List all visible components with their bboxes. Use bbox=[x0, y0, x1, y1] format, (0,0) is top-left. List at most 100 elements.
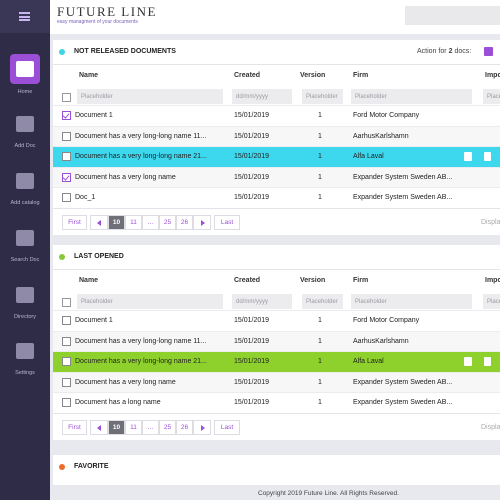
table-row[interactable]: Document has a long name 15/01/2019 1 Expan… bbox=[53, 392, 500, 413]
nav-label: Add catalog bbox=[10, 200, 40, 206]
cell-firm: AarhusKarlshamn bbox=[353, 337, 409, 345]
filter-input[interactable]: Placeholder bbox=[77, 89, 223, 104]
page-number[interactable]: 10 bbox=[108, 215, 125, 230]
table-row[interactable]: Document has a very long name 15/01/2019 1… bbox=[53, 166, 500, 188]
page-prev[interactable] bbox=[90, 215, 108, 230]
section-panel: NOT RELEASED DOCUMENTS Action for 2 docs: Na… bbox=[53, 40, 500, 235]
row-checkbox[interactable] bbox=[62, 152, 71, 162]
delete-icon[interactable] bbox=[484, 152, 491, 162]
row-checkbox[interactable] bbox=[62, 377, 71, 387]
nav-icon bbox=[16, 343, 34, 359]
nav-label: Add Doc bbox=[14, 143, 36, 149]
cell-created: 15/01/2019 bbox=[234, 317, 270, 324]
cell-created: 15/01/2019 bbox=[234, 194, 270, 202]
cell-name: Document has a very long name bbox=[75, 378, 176, 386]
page-number[interactable]: 26 bbox=[176, 215, 193, 230]
delete-icon[interactable] bbox=[484, 357, 491, 367]
cell-version: 1 bbox=[318, 153, 322, 161]
filter-placeholder: Placeholder bbox=[487, 299, 500, 305]
cell-name: Document has a very long-long name 21... bbox=[75, 358, 207, 366]
search-box[interactable] bbox=[405, 6, 500, 25]
column-header: Name bbox=[79, 277, 99, 284]
table-row[interactable]: Document has a very long-long name 11...… bbox=[53, 330, 500, 352]
nav-item[interactable]: Settings bbox=[0, 338, 50, 390]
checkmark bbox=[62, 173, 70, 181]
table-row[interactable]: Document has a very long-long name 11...… bbox=[53, 125, 500, 147]
action-button[interactable] bbox=[484, 47, 493, 56]
cell-name: Doc_1 bbox=[75, 194, 96, 202]
page-next[interactable] bbox=[193, 420, 211, 435]
page-number[interactable]: ... bbox=[142, 215, 159, 230]
filter-checkbox[interactable] bbox=[62, 93, 71, 102]
table-row[interactable]: Document has a very long-long name 21...… bbox=[53, 146, 500, 167]
menu-button[interactable] bbox=[0, 0, 50, 33]
filter-input[interactable]: Placeholder bbox=[351, 89, 472, 104]
row-checkbox[interactable] bbox=[62, 357, 71, 367]
nav-icon bbox=[16, 61, 34, 77]
row-checkbox[interactable] bbox=[62, 316, 71, 325]
filter-placeholder: Placeholder bbox=[355, 94, 387, 100]
column-header: Version bbox=[300, 277, 326, 284]
table-row[interactable]: Document has a very long-long name 21...… bbox=[53, 351, 500, 372]
cell-name: Document has a very long-long name 21... bbox=[75, 153, 207, 161]
page-number[interactable]: 11 bbox=[125, 420, 142, 435]
display-info: Displa bbox=[481, 219, 500, 226]
download-icon[interactable] bbox=[464, 357, 472, 367]
page-number[interactable]: 11 bbox=[125, 215, 142, 230]
page-number[interactable]: ... bbox=[142, 420, 159, 435]
row-checkbox[interactable] bbox=[62, 111, 71, 120]
filter-placeholder: Placeholder bbox=[81, 94, 113, 100]
section-panel: LAST OPENED Name Created Version Firm Impor Pl… bbox=[53, 245, 500, 440]
page-number-label: 10 bbox=[112, 424, 121, 431]
filter-placeholder: Placeholder bbox=[306, 299, 338, 305]
table-row[interactable]: Document 1 15/01/2019 1 Ford Motor Company bbox=[53, 105, 500, 126]
cell-version: 1 bbox=[318, 399, 322, 407]
cell-firm: Alfa Laval bbox=[353, 358, 384, 366]
filter-input[interactable]: Placeholder bbox=[77, 294, 223, 309]
page-prev[interactable] bbox=[90, 420, 108, 435]
row-checkbox[interactable] bbox=[62, 336, 71, 346]
filter-input[interactable]: Placeholder bbox=[351, 294, 472, 309]
filter-input[interactable]: Placeholder bbox=[302, 89, 343, 104]
filter-input[interactable]: dd/mm/yyyy bbox=[232, 294, 292, 309]
column-header: Name bbox=[79, 72, 99, 79]
nav-item[interactable]: Add Doc bbox=[0, 111, 50, 163]
page-first[interactable]: First bbox=[62, 215, 87, 230]
filter-checkbox[interactable] bbox=[62, 298, 71, 307]
table-row[interactable]: Document has a very long name 15/01/2019 1… bbox=[53, 371, 500, 393]
column-header: Firm bbox=[353, 277, 369, 284]
filter-input[interactable]: Placeholder bbox=[483, 89, 500, 104]
content: NOT RELEASED DOCUMENTS Action for 2 docs: Na… bbox=[50, 34, 500, 500]
table-row[interactable]: Doc_1 15/01/2019 1 Expander System Sweden A… bbox=[53, 187, 500, 208]
page-number-label: 11 bbox=[130, 219, 137, 226]
row-checkbox[interactable] bbox=[62, 193, 71, 203]
page-number[interactable]: 26 bbox=[176, 420, 193, 435]
page-last[interactable]: Last bbox=[214, 420, 240, 435]
table-row[interactable]: Document 1 15/01/2019 1 Ford Motor Company bbox=[53, 310, 500, 331]
nav-icon bbox=[16, 287, 34, 303]
filter-input[interactable]: Placeholder bbox=[483, 294, 500, 309]
nav-item[interactable]: Home bbox=[0, 54, 50, 106]
page-number[interactable]: 10 bbox=[108, 420, 125, 435]
nav-item[interactable]: Directory bbox=[0, 282, 50, 334]
page-number[interactable]: 25 bbox=[159, 420, 176, 435]
filter-input[interactable]: dd/mm/yyyy bbox=[232, 89, 292, 104]
cell-firm: Alfa Laval bbox=[353, 153, 384, 161]
action-suffix: docs: bbox=[454, 48, 472, 55]
nav-item[interactable]: Add catalog bbox=[0, 168, 50, 220]
cell-version: 1 bbox=[318, 132, 322, 140]
page-first-label: First bbox=[68, 219, 81, 226]
row-checkbox[interactable] bbox=[62, 398, 71, 408]
page-next[interactable] bbox=[193, 215, 211, 230]
page-number[interactable]: 25 bbox=[159, 215, 176, 230]
header-divider bbox=[53, 64, 500, 65]
prev-arrow bbox=[97, 220, 101, 226]
download-icon[interactable] bbox=[464, 152, 472, 162]
menu-icon-bar bbox=[19, 15, 30, 18]
page-first[interactable]: First bbox=[62, 420, 87, 435]
row-checkbox[interactable] bbox=[62, 131, 71, 141]
filter-input[interactable]: Placeholder bbox=[302, 294, 343, 309]
page-last[interactable]: Last bbox=[214, 215, 240, 230]
row-checkbox[interactable] bbox=[62, 172, 71, 182]
nav-item[interactable]: Search Doc bbox=[0, 225, 50, 277]
